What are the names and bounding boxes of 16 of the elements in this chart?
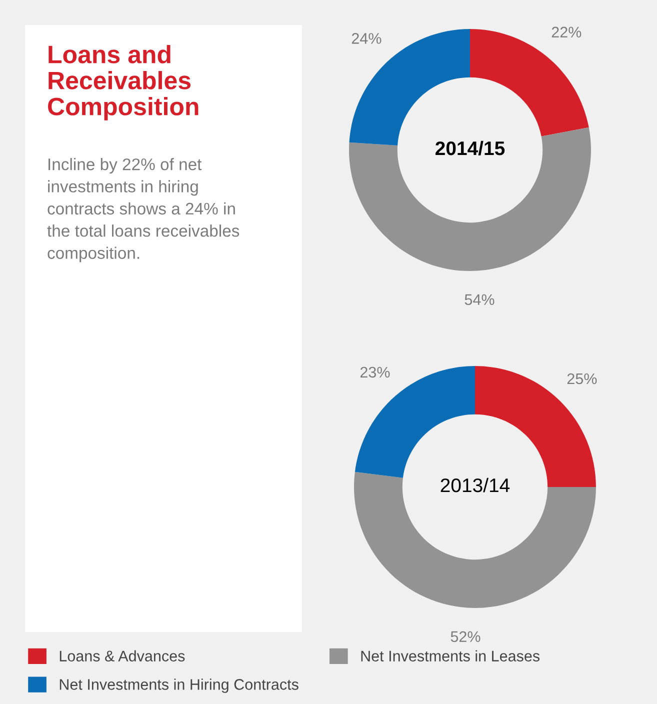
text: Incline by 22% of net investments in hiring contracts shows a 24% in the total loans receivables composition. <box>47 158 240 262</box>
data-label: 54% <box>464 294 494 306</box>
donut-slice <box>354 366 475 478</box>
data-label: 23% <box>360 366 390 378</box>
text: 2014/15 <box>436 140 505 156</box>
legend-label: Net Investments in Hiring Contracts <box>60 678 298 693</box>
text: 2013/14 <box>440 478 510 492</box>
data-label: 52% <box>450 631 480 642</box>
text: Loans and Receivables Composition <box>48 45 198 120</box>
legend-label: Loans & Advances <box>60 650 185 662</box>
data-label: 25% <box>567 373 597 384</box>
data-label: 24% <box>352 33 382 44</box>
donut-slice <box>349 127 591 271</box>
donut-slice <box>354 472 596 608</box>
data-label: 22% <box>552 26 582 38</box>
legend-label: Net Investments in Leases <box>361 650 540 662</box>
